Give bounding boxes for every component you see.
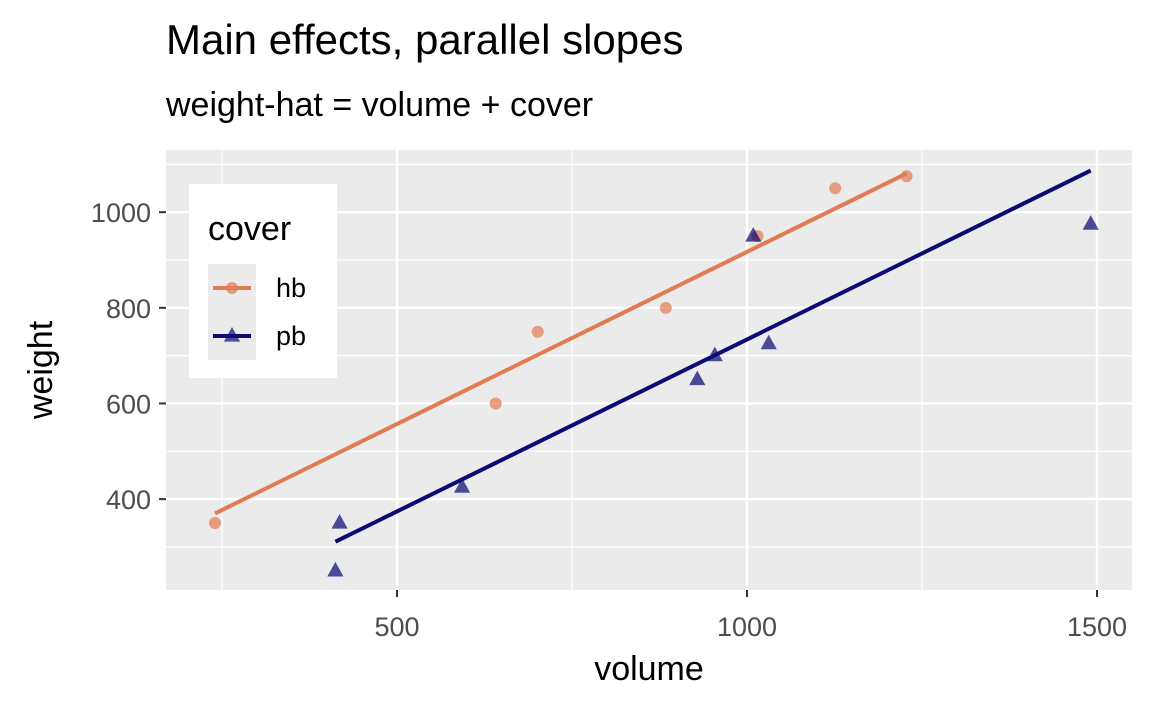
y-axis-label: weight <box>22 320 60 420</box>
legend-pb-label: pb <box>276 321 306 351</box>
x-tick-label: 1500 <box>1067 612 1127 642</box>
legend-pb-marker <box>223 327 241 342</box>
legend-title: cover <box>208 210 291 248</box>
x-axis-label: volume <box>594 650 704 688</box>
y-tick-label: 400 <box>106 485 151 515</box>
y-tick-label: 1000 <box>91 198 151 228</box>
chart-subtitle: weight-hat = volume + cover <box>166 86 594 124</box>
hb-point <box>829 182 842 195</box>
pb-point <box>689 370 706 386</box>
pb-point <box>760 334 777 350</box>
y-axis: 400 600 800 1000 <box>91 198 166 515</box>
pb-point <box>1082 215 1099 230</box>
hb-point <box>900 170 913 183</box>
legend: cover hb pb <box>189 184 337 378</box>
chart-title: Main effects, parallel slopes <box>166 16 684 63</box>
y-tick-label: 600 <box>106 389 151 419</box>
pb-point <box>327 561 344 577</box>
pb-point <box>745 227 762 242</box>
grid-minor <box>166 150 1132 590</box>
x-axis: 500 1000 1500 <box>374 590 1127 642</box>
hb-fit-line <box>214 171 908 516</box>
legend-keys: hb pb <box>208 264 306 360</box>
hb-point <box>659 301 672 314</box>
pb-point <box>454 478 471 493</box>
hb-point <box>531 325 544 338</box>
pb-point <box>706 346 723 362</box>
x-tick-label: 1000 <box>717 612 777 642</box>
hb-point <box>209 517 221 530</box>
x-tick-label: 500 <box>374 612 419 642</box>
hb-point <box>489 397 502 410</box>
pb-point <box>331 514 348 529</box>
y-tick-label: 800 <box>106 294 151 324</box>
data-points <box>209 170 1099 577</box>
legend-hb-marker <box>226 282 238 294</box>
legend-hb-label: hb <box>276 273 306 303</box>
